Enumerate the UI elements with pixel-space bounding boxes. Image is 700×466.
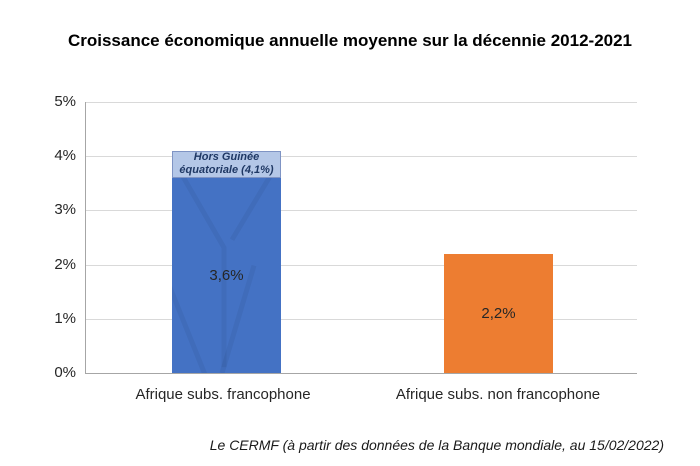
category-label-francophone: Afrique subs. francophone xyxy=(135,386,311,403)
y-axis-label-2: 2% xyxy=(54,256,76,273)
bar-group-non-francophone: 2,2% xyxy=(444,253,553,373)
bar-group-francophone: Hors Guinée équatoriale (4,1%) 3,6% xyxy=(172,150,281,373)
gridline-5pct xyxy=(86,102,637,103)
plot-area: Hors Guinée équatoriale (4,1%) 3,6% 2,2% xyxy=(85,102,637,374)
bar-francophone: 3,6% xyxy=(172,177,281,373)
chart-title: Croissance économique annuelle moyenne s… xyxy=(67,31,633,50)
gridline-3pct xyxy=(86,210,637,211)
y-axis-label-5: 5% xyxy=(54,93,76,110)
annotation-text: Hors Guinée équatoriale (4,1%) xyxy=(179,151,274,177)
source-credit: Le CERMF (à partir des données de la Ban… xyxy=(209,437,664,453)
bar-non-francophone: 2,2% xyxy=(444,253,553,373)
y-axis-label-1: 1% xyxy=(54,310,76,327)
y-axis-label-0: 0% xyxy=(54,364,76,381)
y-axis-label-4: 4% xyxy=(54,147,76,164)
annotation-cap: Hors Guinée équatoriale (4,1%) xyxy=(172,150,281,178)
y-axis-label-3: 3% xyxy=(54,201,76,218)
bar-value-label-non-francophone: 2,2% xyxy=(481,304,516,322)
bar-value-label-francophone: 3,6% xyxy=(209,266,244,284)
gridline-1pct xyxy=(86,319,637,320)
gridline-2pct xyxy=(86,265,637,266)
gridline-4pct xyxy=(86,156,637,157)
category-label-non-francophone: Afrique subs. non francophone xyxy=(395,386,601,403)
